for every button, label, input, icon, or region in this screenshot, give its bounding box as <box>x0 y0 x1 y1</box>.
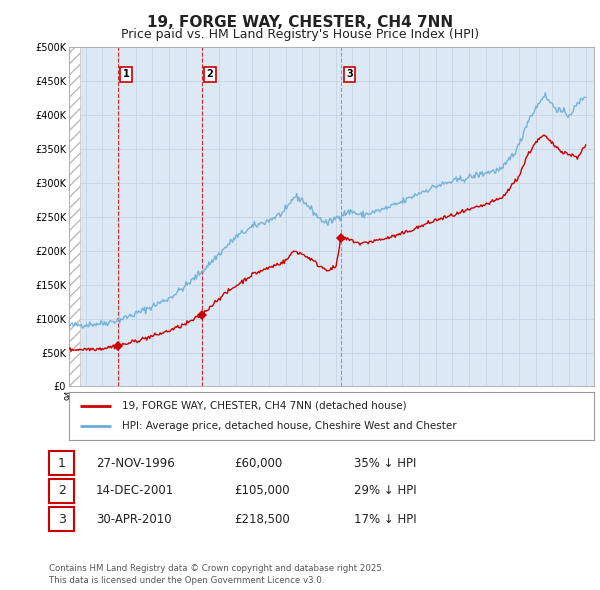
Text: 2: 2 <box>58 484 66 497</box>
Text: Price paid vs. HM Land Registry's House Price Index (HPI): Price paid vs. HM Land Registry's House … <box>121 28 479 41</box>
Text: 3: 3 <box>346 70 353 79</box>
Text: £105,000: £105,000 <box>234 484 290 497</box>
Text: 19, FORGE WAY, CHESTER, CH4 7NN: 19, FORGE WAY, CHESTER, CH4 7NN <box>147 15 453 30</box>
Text: HPI: Average price, detached house, Cheshire West and Chester: HPI: Average price, detached house, Ches… <box>121 421 456 431</box>
Text: 3: 3 <box>58 513 66 526</box>
Text: 30-APR-2010: 30-APR-2010 <box>96 513 172 526</box>
Text: 14-DEC-2001: 14-DEC-2001 <box>96 484 174 497</box>
Text: 35% ↓ HPI: 35% ↓ HPI <box>354 457 416 470</box>
Text: Contains HM Land Registry data © Crown copyright and database right 2025.
This d: Contains HM Land Registry data © Crown c… <box>49 565 385 585</box>
Text: 27-NOV-1996: 27-NOV-1996 <box>96 457 175 470</box>
Text: 2: 2 <box>206 70 213 79</box>
Text: £218,500: £218,500 <box>234 513 290 526</box>
Text: 29% ↓ HPI: 29% ↓ HPI <box>354 484 416 497</box>
Text: £60,000: £60,000 <box>234 457 282 470</box>
Text: 1: 1 <box>58 457 66 470</box>
Text: 17% ↓ HPI: 17% ↓ HPI <box>354 513 416 526</box>
Bar <box>69 47 80 386</box>
Text: 19, FORGE WAY, CHESTER, CH4 7NN (detached house): 19, FORGE WAY, CHESTER, CH4 7NN (detache… <box>121 401 406 411</box>
Text: 1: 1 <box>122 70 129 79</box>
